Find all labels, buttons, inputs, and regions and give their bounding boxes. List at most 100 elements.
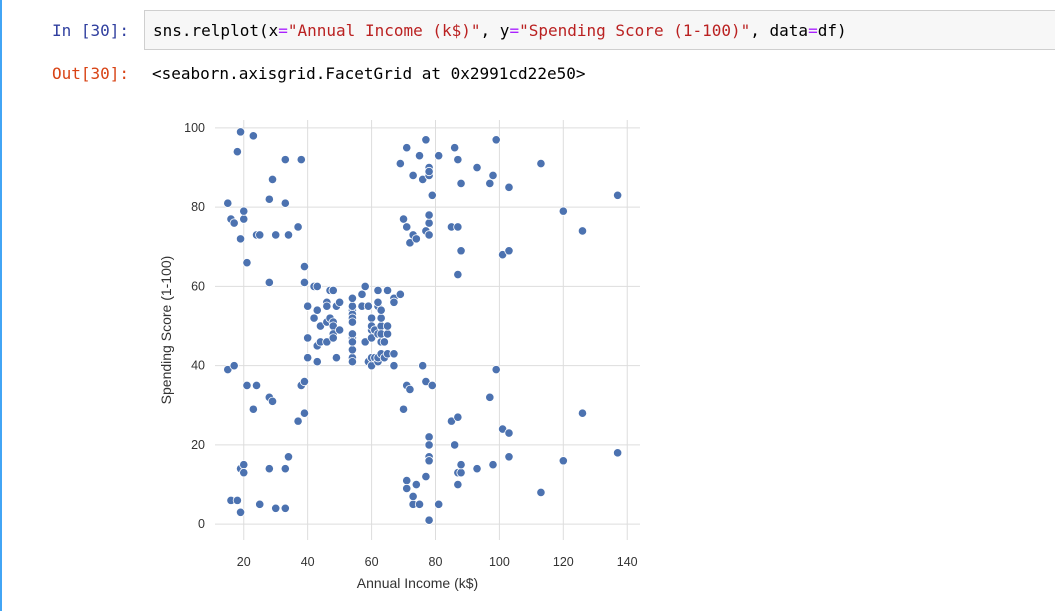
scatter-point bbox=[485, 392, 495, 402]
scatter-point bbox=[303, 353, 313, 363]
scatter-point bbox=[299, 376, 310, 387]
data-points bbox=[223, 127, 623, 525]
scatter-point bbox=[251, 380, 262, 391]
scatter-point bbox=[504, 182, 514, 192]
scatter-point bbox=[299, 408, 310, 418]
scatter-point bbox=[264, 277, 274, 288]
scatter-point bbox=[488, 460, 498, 470]
scatter-point bbox=[382, 285, 393, 295]
scatter-point bbox=[472, 162, 482, 173]
output-prompt: Out[30]: bbox=[52, 64, 130, 83]
scatter-point bbox=[456, 246, 466, 256]
scatter-point bbox=[229, 218, 239, 228]
scatter-point bbox=[485, 178, 495, 188]
scatter-point bbox=[347, 329, 358, 339]
scatter-point bbox=[472, 464, 482, 474]
scatter-point bbox=[283, 230, 294, 240]
scatter-point bbox=[347, 345, 358, 355]
code-text[interactable]: sns.relplot(x="Annual Income (k$)", y="S… bbox=[153, 21, 847, 40]
scatter-point bbox=[373, 285, 383, 295]
scatter-point bbox=[408, 170, 418, 181]
scatter-point bbox=[328, 285, 338, 295]
scatter-point bbox=[239, 206, 249, 216]
scatter-point bbox=[424, 456, 434, 466]
x-axis-label: Annual Income (k$) bbox=[357, 575, 478, 591]
scatter-point bbox=[414, 499, 425, 509]
scatter-point bbox=[376, 313, 386, 323]
x-tick-label: 100 bbox=[489, 555, 510, 569]
scatter-point bbox=[456, 468, 466, 478]
scatter-point bbox=[379, 337, 389, 347]
scatter-point bbox=[357, 289, 367, 299]
x-tick-label: 60 bbox=[365, 555, 379, 569]
scatter-point bbox=[398, 404, 409, 414]
scatter-point bbox=[296, 155, 306, 165]
output-text: <seaborn.axisgrid.FacetGrid at 0x2991cd2… bbox=[152, 64, 586, 83]
scatter-point bbox=[264, 464, 274, 474]
code-input[interactable]: sns.relplot(x="Annual Income (k$)", y="S… bbox=[144, 10, 1055, 50]
scatter-point bbox=[414, 151, 425, 161]
y-tick-label: 20 bbox=[191, 438, 205, 452]
scatter-point bbox=[421, 472, 431, 482]
scatter-point bbox=[424, 515, 434, 525]
scatter-point bbox=[434, 499, 444, 509]
scatter-point bbox=[322, 301, 332, 311]
scatter-point bbox=[232, 495, 242, 505]
input-prompt: In [30]: bbox=[52, 21, 130, 40]
scatter-point bbox=[504, 452, 514, 462]
scatter-point bbox=[427, 380, 437, 391]
scatter-point bbox=[255, 499, 265, 509]
scatter-point bbox=[299, 262, 310, 272]
scatter-point bbox=[293, 416, 303, 426]
scatter-point bbox=[280, 464, 290, 474]
scatter-point bbox=[239, 460, 249, 470]
scatter-point bbox=[280, 198, 290, 208]
scatter-point bbox=[335, 297, 345, 307]
scatter-point bbox=[242, 258, 252, 268]
scatter-point bbox=[239, 468, 249, 478]
scatter-plot: 20 40 60 80 100 120 140 0 20 40 60 80 100 Annual In… bbox=[158, 120, 640, 591]
scatter-point bbox=[491, 135, 501, 145]
scatter-point bbox=[411, 234, 421, 244]
scatter-point bbox=[248, 404, 258, 414]
scatter-point bbox=[312, 305, 322, 315]
cell-selection-bar bbox=[0, 0, 2, 611]
scatter-point bbox=[267, 396, 278, 406]
scatter-point bbox=[453, 269, 463, 280]
scatter-point bbox=[271, 503, 281, 513]
y-tick-label: 100 bbox=[184, 121, 205, 135]
scatter-point bbox=[453, 155, 463, 165]
scatter-point bbox=[293, 222, 303, 232]
scatter-point bbox=[395, 158, 405, 169]
scatter-point bbox=[347, 357, 358, 367]
scatter-point bbox=[395, 289, 405, 299]
scatter-point bbox=[235, 234, 246, 244]
scatter-point bbox=[376, 305, 386, 315]
y-tick-label: 40 bbox=[191, 359, 205, 373]
scatter-point bbox=[223, 198, 233, 208]
x-tick-labels: 20 40 60 80 100 120 140 bbox=[237, 555, 638, 569]
scatter-point bbox=[424, 440, 434, 450]
scatter-point bbox=[264, 194, 274, 204]
scatter-point bbox=[402, 143, 412, 153]
scatter-point bbox=[536, 487, 546, 498]
x-tick-label: 80 bbox=[429, 555, 443, 569]
scatter-point bbox=[373, 297, 383, 307]
scatter-point bbox=[491, 365, 501, 375]
scatter-point bbox=[488, 170, 498, 181]
x-tick-label: 40 bbox=[301, 555, 315, 569]
scatter-point bbox=[456, 460, 466, 470]
scatter-point bbox=[382, 329, 393, 339]
scatter-point bbox=[504, 428, 514, 438]
scatter-point bbox=[331, 353, 342, 363]
scatter-point bbox=[347, 293, 358, 303]
scatter-point bbox=[229, 361, 239, 371]
scatter-point bbox=[402, 222, 412, 232]
scatter-point bbox=[424, 210, 434, 220]
scatter-point bbox=[271, 230, 281, 240]
scatter-point bbox=[235, 127, 246, 137]
scatter-point bbox=[453, 412, 463, 422]
scatter-point bbox=[453, 222, 463, 232]
scatter-point bbox=[450, 143, 460, 153]
scatter-point bbox=[347, 301, 358, 311]
